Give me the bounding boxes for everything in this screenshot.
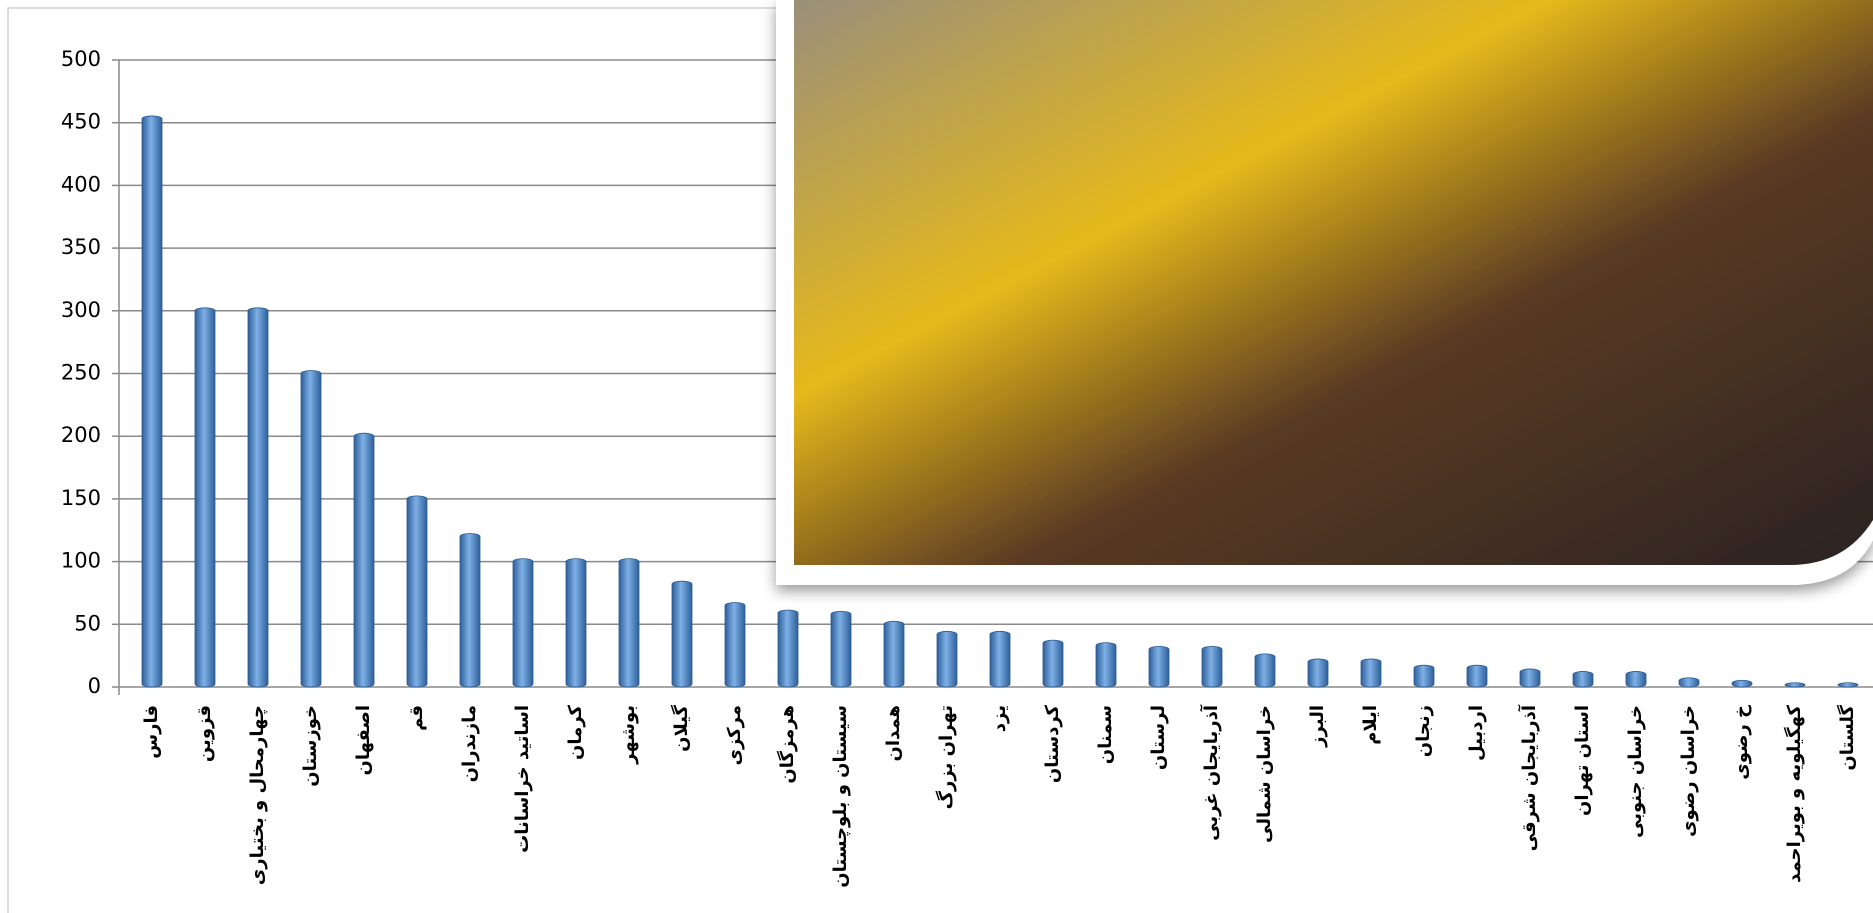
x-tick-label: اردبیل	[1466, 705, 1487, 761]
x-tick-label: خراسان شمالی	[1254, 705, 1275, 843]
bar	[353, 432, 375, 688]
bar	[1413, 664, 1435, 688]
x-tick-label: بوشهر	[618, 705, 639, 765]
x-tick-label: خوزستان	[300, 705, 321, 787]
bar	[618, 558, 640, 688]
x-tick-label: چهارمحال و بختیاری	[247, 705, 268, 885]
bar	[1360, 658, 1382, 688]
bar	[565, 558, 587, 688]
bar	[247, 307, 269, 688]
bar	[1254, 653, 1276, 688]
bar	[1625, 671, 1647, 688]
bar	[1466, 664, 1488, 688]
bar	[1837, 682, 1859, 688]
x-tick-label: مازندران	[459, 705, 480, 782]
y-tick-label: 200	[61, 423, 101, 447]
x-tick-label: خراسان جنوبی	[1625, 705, 1646, 838]
bar	[777, 609, 799, 688]
bar	[1095, 642, 1117, 688]
x-tick-label: آذربایجان غربی	[1199, 704, 1222, 841]
bar	[1731, 679, 1753, 688]
bar	[1307, 658, 1329, 688]
x-tick-label: آذربایجان شرقی	[1517, 704, 1540, 851]
x-tick-label: یزد	[989, 705, 1010, 732]
x-tick-label: کردستان	[1042, 704, 1063, 783]
x-tick-label: خ رضوی	[1731, 705, 1752, 780]
bar	[883, 620, 905, 688]
bar	[1042, 639, 1064, 688]
bar	[724, 602, 746, 688]
x-tick-label: تهران بزرگ	[935, 705, 957, 809]
x-tick-label: فارس	[141, 705, 162, 759]
photo-image	[794, 0, 1873, 565]
x-tick-label: زنجان	[1413, 705, 1434, 757]
bar	[141, 115, 163, 688]
x-tick-label: مرکزی	[724, 705, 745, 766]
bar	[1519, 668, 1541, 688]
bar	[936, 630, 958, 688]
x-tick-label: البرز	[1307, 705, 1328, 748]
x-tick-label: لرستان	[1148, 705, 1169, 770]
y-tick-label: 150	[61, 486, 101, 510]
y-tick-label: 250	[61, 361, 101, 385]
x-tick-label: خراسان رضوی	[1678, 705, 1699, 837]
x-tick-label: ایلام	[1360, 705, 1381, 745]
bar	[406, 495, 428, 688]
bar	[830, 610, 852, 688]
x-tick-label: کهگیلویه و بویراحمد	[1783, 704, 1805, 882]
bar	[194, 307, 216, 688]
y-tick-label: 450	[61, 110, 101, 134]
photo	[776, 0, 1873, 585]
y-tick-label: 500	[61, 47, 101, 71]
bar	[671, 580, 693, 688]
x-tick-label: استان تهران	[1572, 705, 1593, 816]
bar	[1148, 645, 1170, 688]
y-tick-label: 50	[74, 611, 101, 635]
x-tick-label: قم	[406, 705, 427, 731]
y-tick-label: 350	[61, 235, 101, 259]
bar	[300, 370, 322, 688]
y-tick-label: 0	[88, 674, 101, 698]
x-tick-label: هرمزگان	[776, 705, 798, 784]
y-tick-label: 300	[61, 298, 101, 322]
x-tick-label: اصفهان	[353, 705, 374, 776]
x-tick-label: سمنان	[1095, 705, 1116, 764]
x-tick-label: کرمان	[565, 704, 586, 759]
x-tick-label: قزوین	[194, 705, 215, 762]
x-tick-label: گلستان	[1836, 704, 1858, 770]
y-tick-label: 100	[61, 549, 101, 573]
x-tick-label: همدان	[883, 705, 904, 761]
x-tick-label: سیستان و بلوچستان	[830, 705, 851, 888]
bar	[1678, 677, 1700, 688]
x-tick-label: اساتید خراسانات	[512, 705, 533, 853]
y-tick-label: 400	[61, 172, 101, 196]
bar	[989, 630, 1011, 688]
x-tick-label: گیلان	[670, 704, 692, 751]
bar	[1784, 682, 1806, 688]
bar	[512, 558, 534, 688]
bar	[1572, 671, 1594, 688]
bar	[1201, 645, 1223, 688]
bar	[459, 533, 481, 688]
